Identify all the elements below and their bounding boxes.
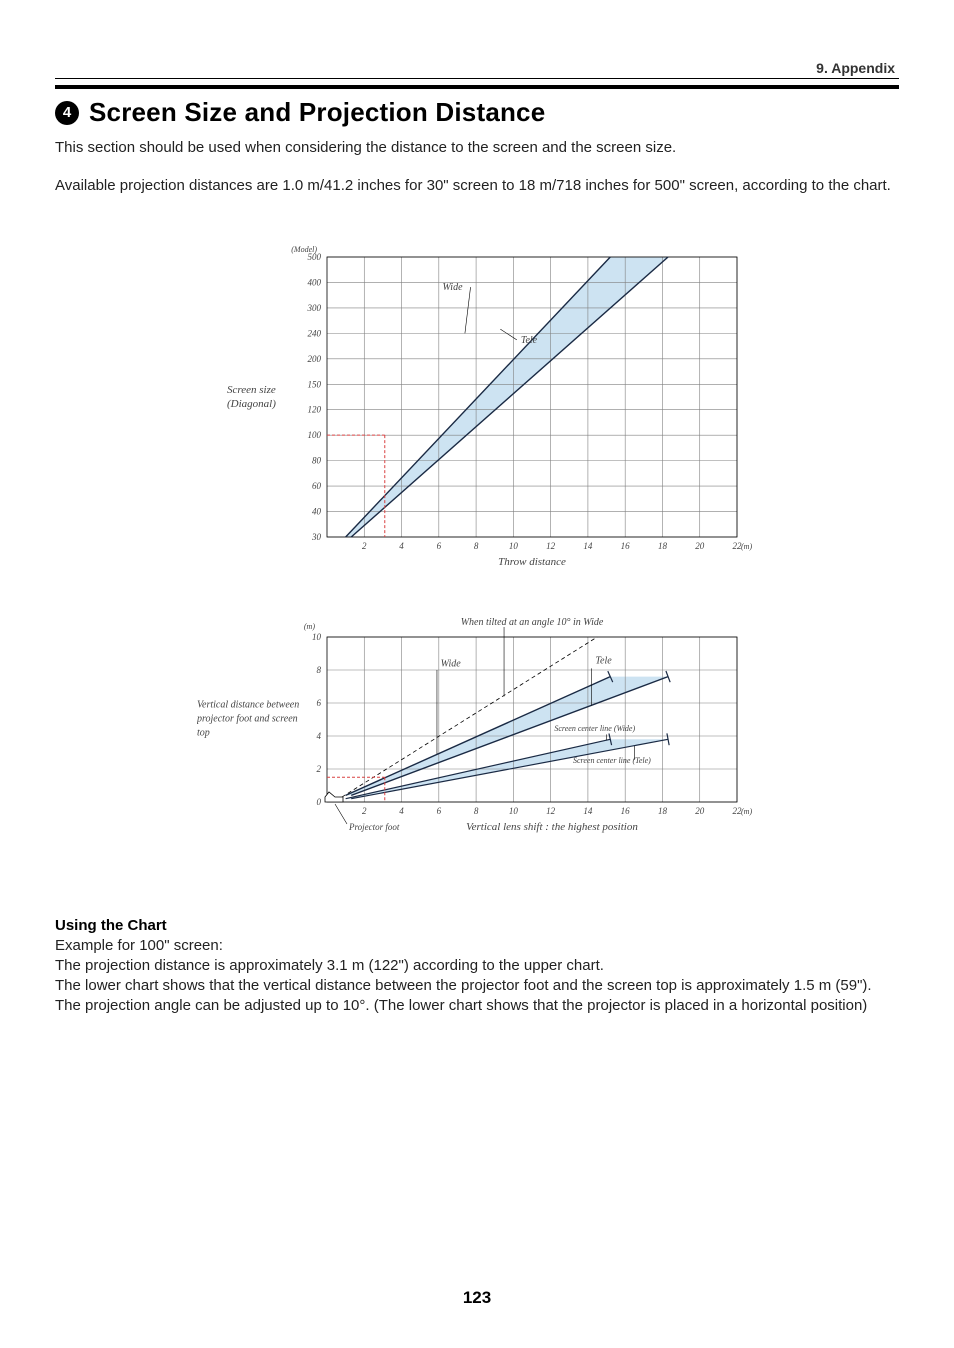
svg-text:(m): (m) [741, 807, 752, 816]
svg-text:Screen size: Screen size [227, 384, 276, 396]
svg-text:2: 2 [317, 764, 322, 774]
using-line1: Example for 100" screen: [55, 936, 899, 956]
svg-text:top: top [197, 727, 210, 738]
svg-text:8: 8 [474, 541, 479, 551]
svg-text:8: 8 [474, 806, 479, 816]
upper-chart-svg: 3040608010012015020024030040050024681012… [197, 237, 757, 577]
svg-text:16: 16 [621, 806, 631, 816]
svg-text:30: 30 [311, 532, 322, 542]
intro-paragraph-2: Available projection distances are 1.0 m… [55, 176, 899, 196]
svg-text:20: 20 [695, 541, 705, 551]
svg-text:8: 8 [317, 665, 322, 675]
svg-text:20: 20 [695, 806, 705, 816]
svg-text:Wide: Wide [441, 658, 462, 669]
svg-text:10: 10 [509, 806, 519, 816]
svg-text:4: 4 [399, 806, 404, 816]
rule-thin [55, 78, 899, 79]
upper-chart: 3040608010012015020024030040050024681012… [197, 237, 757, 582]
svg-text:18: 18 [658, 541, 668, 551]
svg-text:Tele: Tele [595, 655, 612, 666]
svg-text:14: 14 [583, 806, 593, 816]
svg-text:Vertical lens shift : the high: Vertical lens shift : the highest positi… [466, 821, 638, 833]
svg-text:200: 200 [308, 353, 322, 363]
svg-text:2: 2 [362, 541, 367, 551]
svg-text:400: 400 [308, 277, 322, 287]
svg-text:(m): (m) [741, 542, 752, 551]
using-heading: Using the Chart [55, 917, 899, 934]
lower-chart: 0246810246810121416182022WideTeleScreen … [197, 602, 757, 857]
svg-text:Screen center line (Tele): Screen center line (Tele) [573, 756, 651, 765]
svg-text:Screen center line (Wide): Screen center line (Wide) [554, 724, 635, 733]
svg-text:12: 12 [546, 806, 556, 816]
svg-text:Vertical distance between: Vertical distance between [197, 699, 299, 710]
svg-text:Projector foot: Projector foot [348, 822, 400, 832]
svg-text:16: 16 [621, 541, 631, 551]
intro-paragraph-1: This section should be used when conside… [55, 138, 899, 158]
svg-text:6: 6 [437, 806, 442, 816]
svg-text:projector foot and screen: projector foot and screen [197, 713, 298, 724]
svg-text:12: 12 [546, 541, 556, 551]
section-number-badge: 4 [55, 101, 79, 125]
svg-text:300: 300 [307, 302, 322, 312]
rule-heavy [55, 85, 899, 89]
svg-text:150: 150 [308, 379, 322, 389]
svg-text:When tilted at an angle 10° in: When tilted at an angle 10° in Wide [461, 617, 604, 628]
svg-text:6: 6 [437, 541, 442, 551]
using-the-chart-section: Using the Chart Example for 100" screen:… [55, 917, 899, 1017]
svg-text:10: 10 [312, 632, 322, 642]
svg-text:40: 40 [312, 506, 322, 516]
svg-text:4: 4 [317, 731, 322, 741]
svg-text:6: 6 [317, 698, 322, 708]
svg-text:60: 60 [312, 481, 322, 491]
section-heading: Screen Size and Projection Distance [89, 97, 545, 128]
charts-container: 3040608010012015020024030040050024681012… [197, 237, 757, 857]
svg-text:2: 2 [362, 806, 367, 816]
svg-text:(Model): (Model) [291, 245, 317, 254]
using-line3: The lower chart shows that the vertical … [55, 976, 899, 1017]
svg-text:Throw distance: Throw distance [498, 556, 566, 568]
lower-chart-svg: 0246810246810121416182022WideTeleScreen … [197, 602, 757, 852]
svg-text:(m): (m) [304, 622, 315, 631]
svg-text:Tele: Tele [521, 334, 538, 345]
svg-text:240: 240 [308, 328, 322, 338]
svg-text:4: 4 [399, 541, 404, 551]
page-number: 123 [0, 1288, 954, 1308]
section-title: 4 Screen Size and Projection Distance [55, 97, 899, 128]
svg-text:0: 0 [317, 797, 322, 807]
svg-text:120: 120 [308, 404, 322, 414]
using-line2: The projection distance is approximately… [55, 956, 899, 976]
svg-text:14: 14 [583, 541, 593, 551]
appendix-header: 9. Appendix [55, 60, 899, 76]
svg-text:(Diagonal): (Diagonal) [227, 398, 276, 410]
svg-text:10: 10 [509, 541, 519, 551]
svg-text:80: 80 [312, 455, 322, 465]
svg-text:Wide: Wide [443, 282, 464, 293]
svg-text:18: 18 [658, 806, 668, 816]
svg-text:100: 100 [308, 430, 322, 440]
